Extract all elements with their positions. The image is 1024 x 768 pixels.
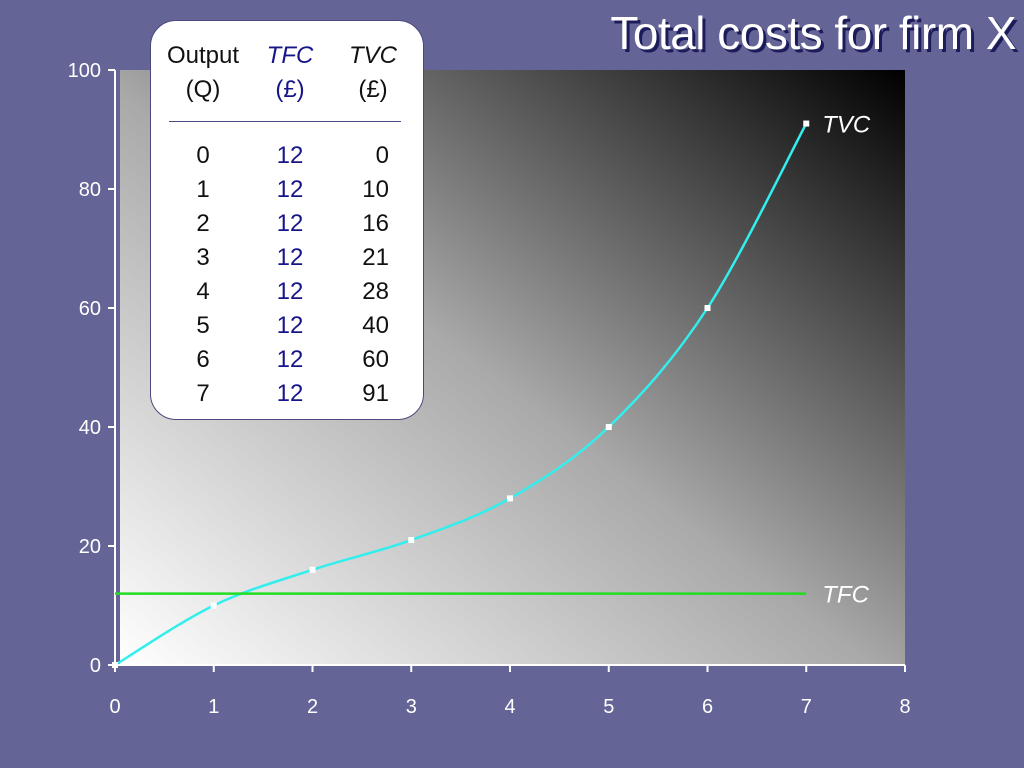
output-header: Output (Q): [157, 39, 249, 107]
tvc-cell: 60: [362, 346, 389, 373]
tfc-cell: 12: [276, 176, 304, 203]
header-divider: [169, 121, 401, 122]
tvc-cell: 16: [362, 210, 389, 237]
tfc-cell: 12: [276, 278, 304, 305]
cost-table: Output (Q) TFC (£) TVC (£) 0 12 0 1 12 1…: [150, 20, 424, 420]
y-tick-label: 100: [68, 60, 101, 82]
tvc-header: TVC (£): [337, 39, 409, 107]
x-tick-label: 7: [801, 696, 812, 718]
tvc-cell: 28: [362, 278, 389, 305]
table-row: 2 12 16: [151, 207, 423, 241]
tvc-cell: 21: [362, 244, 389, 271]
series-layer: TVC TFC: [112, 112, 871, 668]
output-cell: 1: [196, 176, 210, 203]
tvc-header-name: TVC: [349, 42, 397, 69]
output-header-unit: (Q): [185, 76, 221, 103]
table-row: 5 12 40: [151, 309, 423, 343]
tvc-header-unit: (£): [358, 76, 388, 103]
tfc-header: TFC (£): [257, 39, 323, 107]
tfc-cell: 12: [276, 312, 304, 339]
tvc-cell: 91: [362, 380, 389, 407]
y-tick-label: 20: [79, 536, 101, 558]
tvc-cell: 0: [375, 142, 389, 169]
tvc-label: TVC: [822, 112, 871, 139]
table-row: 4 12 28: [151, 275, 423, 309]
tvc-cell: 10: [362, 176, 389, 203]
tfc-cell: 12: [276, 380, 304, 407]
table-row: 7 12 91: [151, 377, 423, 411]
tvc-point: [605, 424, 612, 430]
output-cell: 2: [196, 210, 210, 237]
x-tick-label: 1: [208, 696, 219, 718]
y-tick-label: 80: [79, 179, 101, 201]
x-tick-label: 6: [702, 696, 713, 718]
x-tick-label: 2: [307, 696, 318, 718]
tfc-cell: 12: [276, 244, 304, 271]
tfc-label: TFC: [822, 582, 869, 609]
x-tick-label: 5: [603, 696, 614, 718]
output-cell: 7: [196, 380, 210, 407]
x-tick-label: 0: [109, 696, 120, 718]
tfc-header-unit: (£): [275, 76, 305, 103]
output-cell: 5: [196, 312, 210, 339]
output-cell: 4: [196, 278, 210, 305]
table-row: 0 12 0: [151, 139, 423, 173]
y-tick-label: 0: [90, 655, 101, 677]
tvc-point: [112, 662, 118, 668]
y-tick-label: 60: [79, 298, 101, 320]
x-tick-label: 3: [406, 696, 417, 718]
output-header-name: Output: [166, 42, 240, 69]
tvc-point: [210, 602, 217, 609]
tfc-cell: 12: [276, 142, 304, 169]
table-body: 0 12 0 1 12 10 2 12 16 3 12 21 4 12 28 5…: [151, 139, 423, 411]
table-row: 3 12 21: [151, 241, 423, 275]
tvc-point: [704, 305, 711, 311]
table-row: 6 12 60: [151, 343, 423, 377]
y-tick-label: 40: [79, 417, 101, 439]
output-cell: 3: [196, 244, 210, 271]
output-cell: 0: [196, 142, 210, 169]
tvc-point: [408, 537, 415, 544]
tvc-cell: 40: [362, 312, 389, 339]
tvc-point: [507, 495, 513, 502]
tfc-cell: 12: [276, 346, 304, 373]
table-row: 1 12 10: [151, 173, 423, 207]
x-tick-label: 8: [899, 696, 910, 718]
tvc-point: [309, 566, 316, 573]
slide-title: Total costs for firm X: [610, 7, 1016, 59]
tfc-header-name: TFC: [266, 42, 314, 69]
output-cell: 6: [196, 346, 210, 373]
x-tick-label: 4: [504, 696, 515, 718]
tvc-point: [803, 120, 810, 127]
tfc-cell: 12: [276, 210, 304, 237]
